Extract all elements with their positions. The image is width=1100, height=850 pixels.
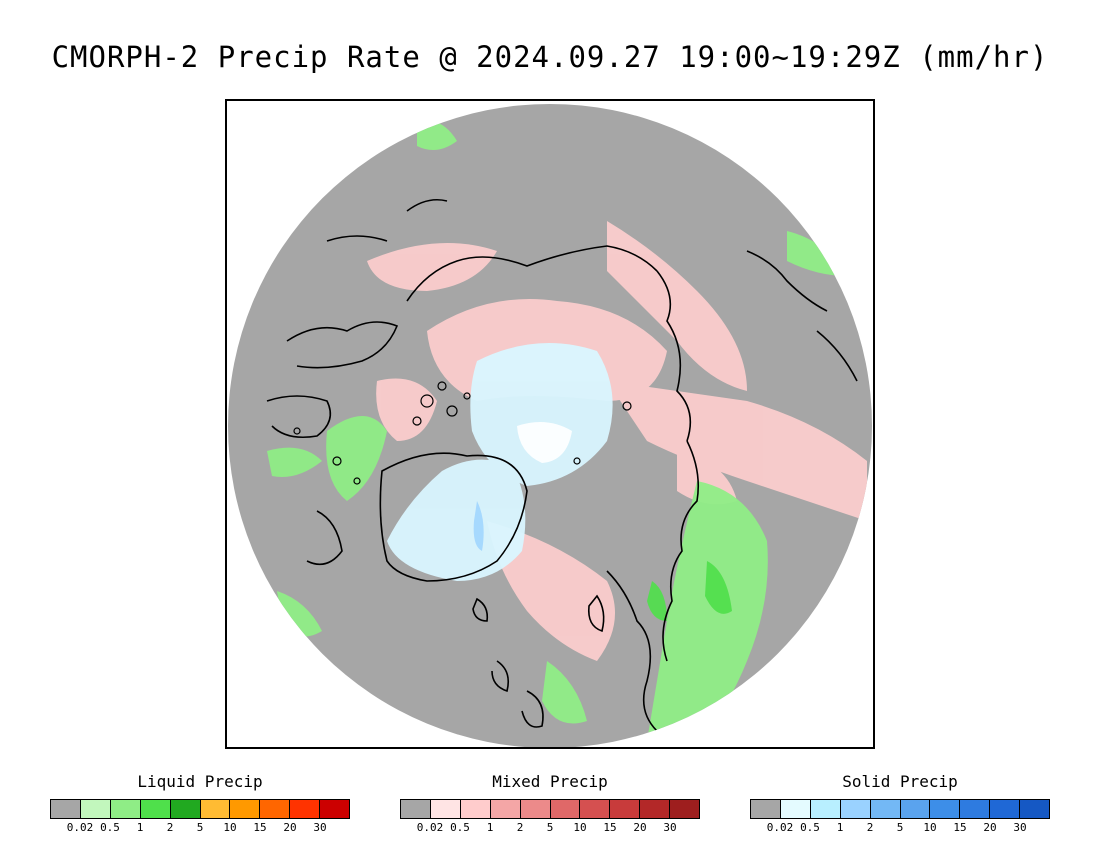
solid-tick-label: 30: [1013, 821, 1027, 834]
liquid-tick-labels: 0.02 0.5 1 2 5 10 15 20 30: [50, 821, 350, 835]
mixed-swatch: [610, 800, 641, 818]
solid-swatch: [990, 800, 1021, 818]
liquid-tick-label: 15: [253, 821, 267, 834]
solid-swatch: [870, 800, 901, 818]
mixed-tick-label: 30: [663, 821, 677, 834]
liquid-swatch: [260, 800, 291, 818]
solid-precip-areas: [387, 343, 613, 581]
liquid-swatch: [51, 800, 81, 818]
solid-tick-label: 5: [896, 821, 904, 834]
polar-precip-map: [228, 104, 872, 747]
liquid-tick-label: 0.5: [100, 821, 120, 834]
mixed-tick-label: 5: [546, 821, 554, 834]
mixed-legend-title: Mixed Precip: [492, 772, 608, 791]
mixed-tick-label: 15: [603, 821, 617, 834]
liquid-precip-legend: Liquid Precip 0.02 0.5 1 2 5 10 15 20 30: [50, 772, 350, 835]
liquid-precip-areas: [267, 120, 847, 741]
mixed-swatch: [490, 800, 521, 818]
liquid-tick-label: 1: [136, 821, 144, 834]
coastlines: [266, 198, 858, 732]
mixed-swatch: [460, 800, 491, 818]
solid-legend-title: Solid Precip: [842, 772, 958, 791]
liquid-swatch: [170, 800, 201, 818]
solid-swatch: [1020, 800, 1050, 818]
solid-tick-label: 10: [923, 821, 937, 834]
solid-color-bar: [750, 799, 1050, 819]
liquid-tick-label: 2: [166, 821, 174, 834]
coastline-islands: [293, 381, 632, 485]
liquid-swatch: [200, 800, 231, 818]
mixed-tick-labels: 0.02 0.5 1 2 5 10 15 20 30: [400, 821, 700, 835]
map-title: CMORPH-2 Precip Rate @ 2024.09.27 19:00~…: [51, 40, 1049, 74]
mixed-precip-legend: Mixed Precip 0.02 0.5 1 2 5 10 15 20 30: [400, 772, 700, 835]
solid-swatch: [900, 800, 931, 818]
mixed-tick-label: 0.02: [416, 821, 444, 834]
mixed-swatch: [580, 800, 611, 818]
mixed-swatch: [401, 800, 431, 818]
solid-tick-label: 1: [836, 821, 844, 834]
mixed-tick-label: 2: [516, 821, 524, 834]
mixed-swatch: [430, 800, 461, 818]
liquid-swatch: [80, 800, 111, 818]
mixed-swatch: [670, 800, 700, 818]
solid-tick-label: 15: [953, 821, 967, 834]
liquid-tick-label: 30: [313, 821, 327, 834]
liquid-swatch: [320, 800, 350, 818]
solid-swatch: [960, 800, 991, 818]
liquid-swatch: [110, 800, 141, 818]
liquid-tick-label: 10: [223, 821, 237, 834]
liquid-tick-label: 5: [196, 821, 204, 834]
heavier-liquid-precip: [647, 561, 732, 621]
polar-map-frame: [225, 99, 875, 749]
solid-swatch: [751, 800, 781, 818]
liquid-swatch: [140, 800, 171, 818]
mixed-color-bar: [400, 799, 700, 819]
polar-center-highlight: [517, 422, 572, 463]
heavy-solid-precip: [473, 501, 484, 551]
solid-swatch: [780, 800, 811, 818]
mixed-swatch: [550, 800, 581, 818]
solid-tick-labels: 0.02 0.5 1 2 5 10 15 20 30: [750, 821, 1050, 835]
mixed-tick-label: 20: [633, 821, 647, 834]
mixed-tick-label: 0.5: [450, 821, 470, 834]
liquid-legend-title: Liquid Precip: [137, 772, 263, 791]
solid-tick-label: 2: [866, 821, 874, 834]
solid-tick-label: 0.5: [800, 821, 820, 834]
solid-swatch: [930, 800, 961, 818]
mixed-swatch: [640, 800, 671, 818]
mixed-swatch: [520, 800, 551, 818]
liquid-color-bar: [50, 799, 350, 819]
solid-precip-legend: Solid Precip 0.02 0.5 1 2 5 10 15 20 30: [750, 772, 1050, 835]
liquid-tick-label: 20: [283, 821, 297, 834]
liquid-swatch: [230, 800, 261, 818]
liquid-swatch: [290, 800, 321, 818]
solid-swatch: [840, 800, 871, 818]
solid-tick-label: 0.02: [766, 821, 794, 834]
mixed-tick-label: 10: [573, 821, 587, 834]
solid-swatch: [810, 800, 841, 818]
liquid-tick-label: 0.02: [66, 821, 94, 834]
mixed-tick-label: 1: [486, 821, 494, 834]
solid-tick-label: 20: [983, 821, 997, 834]
